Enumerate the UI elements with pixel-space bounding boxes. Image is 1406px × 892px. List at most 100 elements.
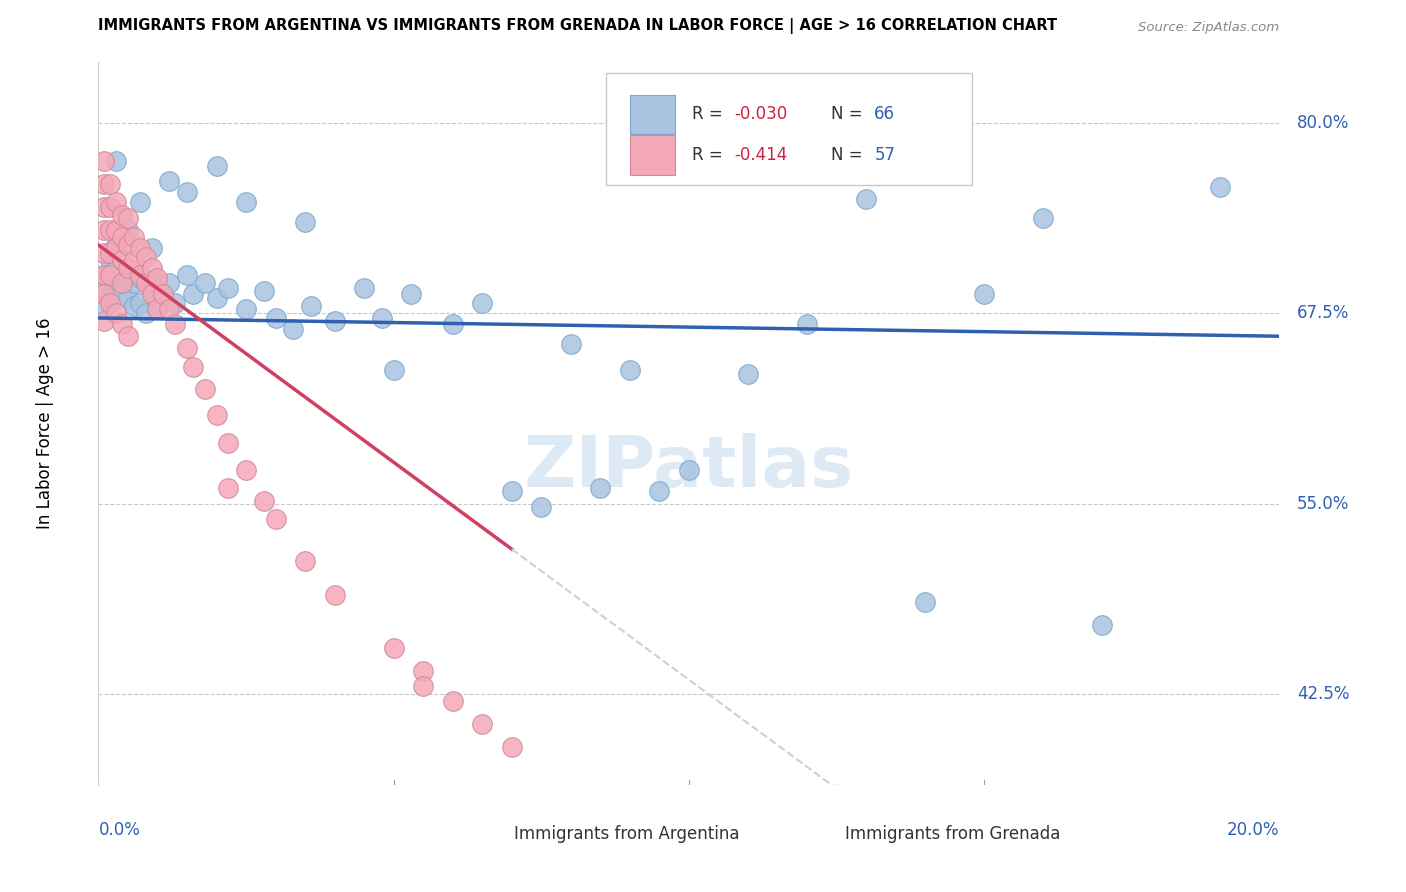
- Point: [371, 310, 394, 325]
- Point: [98, 223, 121, 237]
- Point: [1032, 211, 1054, 225]
- Bar: [458, 810, 503, 839]
- Point: [157, 174, 180, 188]
- Point: [146, 276, 169, 290]
- Point: [441, 694, 464, 708]
- Point: [1091, 618, 1114, 632]
- Point: [412, 664, 434, 678]
- Point: [194, 276, 217, 290]
- Point: [93, 154, 115, 169]
- Point: [98, 291, 121, 305]
- Point: [264, 310, 287, 325]
- Text: IMMIGRANTS FROM ARGENTINA VS IMMIGRANTS FROM GRENADA IN LABOR FORCE | AGE > 16 C: IMMIGRANTS FROM ARGENTINA VS IMMIGRANTS …: [98, 18, 1057, 34]
- Point: [855, 192, 877, 206]
- Point: [98, 200, 121, 214]
- Point: [619, 362, 641, 376]
- Point: [128, 195, 150, 210]
- Point: [105, 276, 128, 290]
- Point: [530, 500, 553, 514]
- Point: [176, 268, 198, 283]
- Point: [382, 362, 405, 376]
- Point: [157, 276, 180, 290]
- Point: [141, 284, 163, 298]
- Text: 80.0%: 80.0%: [1298, 114, 1350, 132]
- Point: [122, 276, 145, 290]
- Text: Source: ZipAtlas.com: Source: ZipAtlas.com: [1139, 21, 1279, 34]
- Text: ZIPatlas: ZIPatlas: [524, 433, 853, 501]
- Bar: [789, 810, 834, 839]
- Text: 66: 66: [875, 105, 896, 123]
- Point: [796, 317, 818, 331]
- Text: 67.5%: 67.5%: [1298, 304, 1350, 322]
- Point: [217, 280, 239, 294]
- Point: [128, 295, 150, 310]
- Point: [128, 268, 150, 283]
- Point: [181, 286, 204, 301]
- Point: [98, 295, 121, 310]
- Point: [105, 154, 128, 169]
- Point: [105, 238, 128, 252]
- Text: 0.0%: 0.0%: [98, 821, 141, 839]
- Point: [176, 342, 198, 356]
- Text: 55.0%: 55.0%: [1298, 494, 1350, 513]
- Point: [111, 268, 134, 283]
- Point: [98, 245, 121, 260]
- Point: [235, 463, 257, 477]
- Point: [105, 260, 128, 275]
- Point: [105, 195, 128, 210]
- Bar: [630, 135, 675, 175]
- Point: [111, 317, 134, 331]
- Point: [117, 329, 139, 343]
- Point: [323, 588, 346, 602]
- Point: [323, 314, 346, 328]
- Point: [135, 306, 157, 320]
- Point: [501, 484, 523, 499]
- Point: [117, 223, 139, 237]
- Point: [217, 481, 239, 495]
- Point: [98, 276, 121, 290]
- Point: [105, 241, 128, 255]
- Point: [294, 215, 316, 229]
- Point: [678, 463, 700, 477]
- Point: [98, 253, 121, 268]
- Point: [146, 301, 169, 316]
- Point: [93, 299, 115, 313]
- Point: [93, 245, 115, 260]
- Point: [382, 641, 405, 656]
- Text: N =: N =: [831, 105, 868, 123]
- Point: [146, 271, 169, 285]
- Text: -0.030: -0.030: [734, 105, 787, 123]
- Point: [194, 383, 217, 397]
- Point: [205, 409, 228, 423]
- Point: [299, 299, 322, 313]
- Text: 42.5%: 42.5%: [1298, 685, 1350, 703]
- Point: [165, 295, 187, 310]
- Point: [157, 301, 180, 316]
- Point: [93, 200, 115, 214]
- Point: [117, 291, 139, 305]
- Point: [973, 286, 995, 301]
- Point: [589, 481, 612, 495]
- Point: [93, 223, 115, 237]
- Point: [737, 368, 759, 382]
- Point: [253, 284, 276, 298]
- Point: [117, 211, 139, 225]
- Point: [560, 336, 582, 351]
- Point: [141, 260, 163, 275]
- Point: [412, 679, 434, 693]
- Point: [235, 301, 257, 316]
- Text: 57: 57: [875, 146, 896, 164]
- Point: [165, 317, 187, 331]
- Point: [264, 512, 287, 526]
- Point: [111, 276, 134, 290]
- Point: [217, 435, 239, 450]
- Point: [401, 286, 423, 301]
- Point: [117, 268, 139, 283]
- Point: [914, 595, 936, 609]
- Point: [152, 286, 174, 301]
- Point: [117, 260, 139, 275]
- Point: [141, 241, 163, 255]
- Point: [146, 301, 169, 316]
- Point: [141, 286, 163, 301]
- Point: [93, 268, 115, 283]
